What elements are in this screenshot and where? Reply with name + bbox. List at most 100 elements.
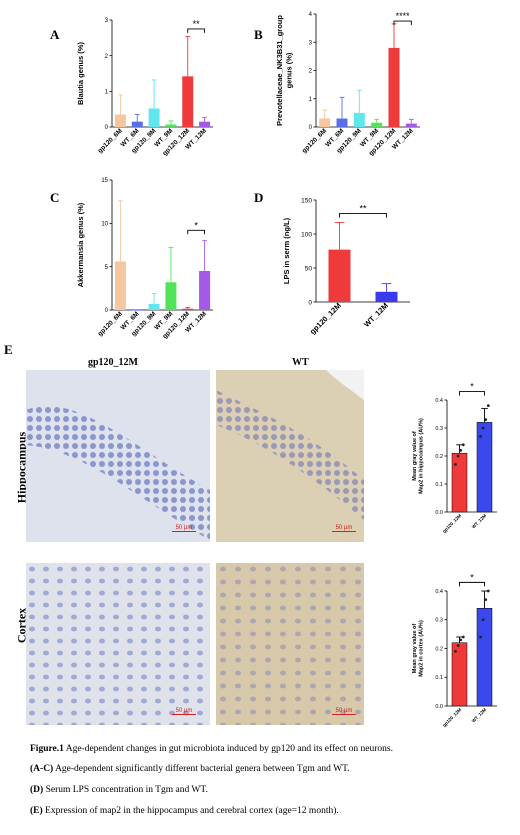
figure-caption-title: Figure.1 Age-dependent changes in gut mi… [30, 743, 500, 755]
chart-5-significance-label: * [470, 382, 474, 392]
chart-1-bar [114, 114, 126, 127]
chart-5-significance-bracket [459, 391, 485, 396]
panel-letter-d: D [254, 190, 264, 205]
chart-2-y-axis-label: Prevotellaceae_NK3B31_groupgenus (%) [275, 15, 294, 126]
chart-3-y-axis-label: Akkermansia genus (%) [76, 202, 85, 287]
chart-2-x-tick-label: WT_6M [324, 127, 345, 148]
chart-2-significance-label: **** [396, 11, 411, 21]
scale-bar-hippocampus-wt: 50 μm [332, 525, 356, 532]
micrograph-hippocampus-gp120-image [26, 370, 210, 542]
chart-3-bar [165, 282, 177, 310]
chart-1-x-tick-label: WT_9M [153, 127, 174, 148]
chart-2-y-tick-label: 2 [309, 69, 313, 75]
chart-1-x-tick-label: WT_6M [120, 127, 141, 148]
chart-1-bar [182, 76, 194, 127]
chart-1-y-tick-label: 3 [105, 18, 109, 24]
chart-1-x-tick-label: gp120_12M [161, 127, 191, 157]
scale-bar-hippocampus-gp120: 50 μm [172, 525, 196, 532]
scale-bar-label: 50 μm [175, 708, 193, 714]
chart-3-x-tick-label: gp120_12M [161, 310, 191, 340]
chart-3-y-tick-label: 10 [101, 221, 108, 227]
chart-3-x-tick-label: gp120_9M [130, 310, 157, 337]
caption-l1-bold: (A-C) [30, 764, 54, 774]
chart-1-y-tick-label: 1 [105, 89, 109, 95]
chart-2-bar [336, 118, 348, 127]
chart-6-y-tick-label: 0.1 [435, 675, 443, 681]
chart-6-y-tick-label: 0.4 [435, 589, 443, 595]
micrograph-cortex-wt-image [216, 563, 364, 725]
figure-caption-line-2: (D) Serum LPS concentration in Tgm and W… [30, 784, 500, 796]
chart-6-x-tick-label: WT_12M [471, 707, 488, 724]
micrograph-cortex-gp120: 50 μm [26, 563, 210, 725]
chart-5-y-tick-label: 0.3 [435, 426, 443, 432]
chart-1-y-tick-label: 0 [105, 125, 109, 131]
chart-5-y-axis-label-line: Map2 in hippocampus (AU%) [419, 418, 425, 494]
chart-6-data-point [486, 589, 490, 593]
chart-6-y-axis-label-line: Map2 in cortex (AU%) [419, 620, 425, 677]
chart-1-x-tick-label: gp120_6M [97, 127, 124, 154]
chart-6-bar [476, 608, 493, 707]
chart-6-y-axis-label: Mean gray value ofMap2 in cortex (AU%) [412, 620, 425, 677]
chart-2-x-tick-label: WT_9M [359, 127, 380, 148]
chart-2-bar [319, 118, 331, 127]
chart-1-x-tick-label: WT_12M [184, 127, 208, 151]
chart-1-bar [165, 124, 177, 127]
chart-2-bar [353, 112, 365, 127]
panel-letter-b: B [254, 27, 263, 42]
chart-1-x-tick-label: gp120_9M [130, 127, 157, 154]
chart-2-y-tick-label: 1 [309, 97, 313, 103]
micrograph-cortex-wt: 50 μm [216, 563, 364, 725]
chart-6-y-tick-label: 0.2 [435, 646, 443, 652]
figure-caption-line-1: (A-C) Age-dependent significantly differ… [30, 763, 500, 775]
chart-6-data-point [456, 644, 460, 648]
caption-l3-text: Expression of map2 in the hippocampus an… [42, 806, 339, 816]
chart-5-y-tick-label: 0.1 [435, 482, 443, 488]
chart-5-y-tick-label: 0.0 [435, 510, 443, 516]
chart-4-bar [328, 249, 351, 302]
chart-2-y-axis-label-line: Prevotellaceae_NK3B31_group [275, 15, 284, 126]
scale-bar-label: 50 μm [335, 708, 353, 714]
chart-1-y-axis-label: Blautia genus (%) [76, 42, 85, 105]
chart-6-data-point [454, 649, 457, 653]
chart-3-significance-label: * [194, 220, 198, 230]
chart-2-bar [388, 47, 400, 127]
micrograph-hippocampus-wt-image [216, 370, 364, 542]
chart-4-y-tick-label: 100 [301, 231, 312, 238]
chart-4-significance-label: ** [359, 204, 367, 214]
chart-2-x-tick-label: gp120_12M [368, 127, 398, 157]
chart-3-bar [199, 271, 211, 310]
caption-l2-bold: (D) [30, 785, 44, 795]
chart-4-y-tick-label: 50 [305, 265, 313, 272]
chart-3-x-tick-label: gp120_6M [97, 310, 124, 337]
scale-bar-label: 50 μm [335, 525, 353, 531]
chart-4-x-tick-label: gp120_12M [308, 301, 343, 336]
chart-3-y-tick-label: 0 [105, 308, 109, 314]
scale-bar-label: 50 μm [175, 525, 193, 531]
chart-5-data-point [461, 443, 465, 447]
panel-letter-e: E [4, 342, 13, 357]
chart-6-significance-label: * [470, 572, 474, 582]
caption-l3-bold: (E) [30, 806, 43, 816]
chart-1-bar [199, 121, 211, 127]
chart-4-significance-bracket [339, 213, 387, 218]
chart-6-data-point [484, 598, 488, 602]
chart-2-bar [371, 122, 383, 127]
chart-5-data-point [459, 449, 463, 452]
caption-l2-text: Serum LPS concentration in Tgm and WT. [43, 785, 208, 795]
chart-2-y-tick-label: 4 [309, 12, 313, 18]
chart-6-data-point [459, 638, 463, 642]
chart-3-y-tick-label: 5 [105, 265, 109, 271]
panel-letter-a: A [50, 27, 60, 42]
scale-bar-cortex-gp120: 50 μm [172, 708, 196, 715]
chart-5-x-tick-label: WT_12M [471, 513, 488, 530]
chart-4-y-axis-label: LPS in serm (ng/L) [282, 217, 291, 284]
chart-3-x-tick-label: WT_12M [184, 310, 208, 334]
chart-1-significance-bracket [187, 28, 206, 33]
chart-3-x-tick-label: WT_9M [153, 310, 174, 331]
panel-letter-c: C [50, 190, 60, 205]
chart-5-y-axis-label: Mean gray value ofMap2 in hippocampus (A… [412, 418, 425, 494]
chart-5-data-point [456, 454, 460, 458]
chart-2-y-tick-label: 3 [309, 40, 313, 46]
chart-3-bar [114, 261, 126, 310]
chart-1-significance-label: ** [193, 19, 201, 29]
